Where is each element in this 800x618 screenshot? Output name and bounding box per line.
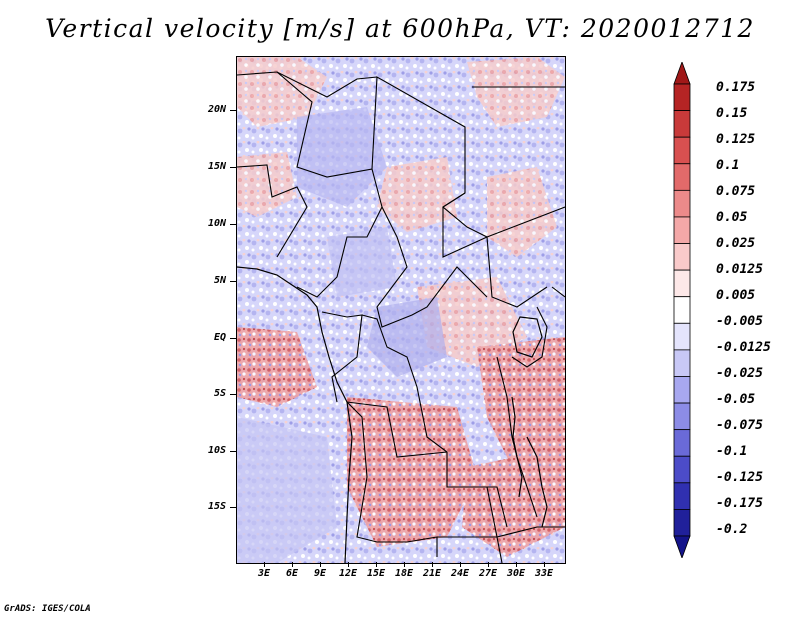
lon-tick — [348, 562, 349, 567]
lon-label-6e: 6E — [285, 568, 299, 579]
lon-label-12e: 12E — [338, 568, 358, 579]
colorbar-bin — [673, 83, 691, 111]
colorbar-bin — [673, 376, 691, 404]
colorbar-label: 0.025 — [716, 236, 756, 251]
colorbar-label: 0.005 — [716, 288, 756, 303]
colorbar-label: 0.125 — [716, 132, 756, 147]
lon-label-3e: 3E — [257, 568, 271, 579]
colorbar-bin — [673, 110, 691, 138]
colorbar-label: -0.2 — [716, 522, 748, 537]
lakes — [511, 316, 548, 528]
country-borders — [237, 71, 565, 563]
colorbar-label: -0.1 — [716, 444, 748, 459]
colorbar-bin — [673, 136, 691, 165]
lat-label-20n: 20N — [207, 104, 226, 115]
lat-tick — [230, 507, 236, 508]
colorbar-label: -0.0125 — [716, 340, 771, 355]
lat-tick — [230, 394, 236, 395]
lon-label-9e: 9E — [313, 568, 327, 579]
lat-label-5n: 5N — [213, 275, 226, 286]
colorbar-label: 0.075 — [716, 184, 756, 199]
lon-label-18e: 18E — [394, 568, 414, 579]
lon-label-21e: 21E — [422, 568, 442, 579]
colorbar-bin — [673, 402, 691, 431]
lon-label-33e: 33E — [534, 568, 554, 579]
colorbar-bin — [673, 62, 691, 85]
colorbar-bin — [673, 243, 691, 271]
lat-label-15s: 15S — [207, 501, 226, 512]
lat-tick — [230, 110, 236, 111]
colorbar-label: -0.05 — [716, 392, 756, 407]
lon-tick — [432, 562, 433, 567]
colorbar-label: 0.1 — [716, 158, 740, 173]
colorbar-bin — [673, 509, 691, 537]
colorbar-label: -0.025 — [716, 366, 763, 381]
colorbar-bin — [673, 349, 691, 377]
map-title: Vertical velocity [m/s] at 600hPa, VT: 2… — [45, 14, 755, 43]
lon-tick — [544, 562, 545, 567]
colorbar-label: 0.05 — [716, 210, 748, 225]
lon-tick — [320, 562, 321, 567]
colorbar-bin — [673, 482, 691, 510]
lon-tick — [488, 562, 489, 567]
colorbar-bin — [673, 322, 691, 351]
colorbar-label: -0.075 — [716, 418, 763, 433]
lat-label-5s: 5S — [213, 388, 226, 399]
negative-anomaly-regions — [237, 107, 447, 563]
colorbar-bin — [673, 269, 691, 298]
coastline — [237, 266, 353, 563]
lat-tick — [230, 167, 236, 168]
lat-label-eq: EQ — [213, 332, 226, 343]
lat-label-10s: 10S — [207, 445, 226, 456]
colorbar-bin — [673, 455, 691, 484]
lon-tick — [404, 562, 405, 567]
lat-label-10n: 10N — [207, 218, 226, 229]
lon-tick — [292, 562, 293, 567]
colorbar-bin — [673, 429, 691, 457]
colorbar-bin — [673, 535, 691, 558]
lon-label-27e: 27E — [478, 568, 498, 579]
lon-tick — [516, 562, 517, 567]
map-area — [236, 56, 566, 564]
lat-tick — [230, 451, 236, 452]
lat-tick — [230, 224, 236, 225]
lon-label-30e: 30E — [506, 568, 526, 579]
colorbar-bin — [673, 189, 691, 218]
colorbar-label: -0.175 — [716, 496, 763, 511]
lon-tick — [264, 562, 265, 567]
lat-tick — [230, 338, 236, 339]
grads-credit: GrADS: IGES/COLA — [4, 604, 91, 614]
lon-label-15e: 15E — [366, 568, 386, 579]
colorbar-label: 0.15 — [716, 106, 748, 121]
vertical-velocity-field — [237, 57, 565, 563]
colorbar-label: -0.125 — [716, 470, 763, 485]
colorbar-bin — [673, 296, 691, 324]
lat-tick — [230, 281, 236, 282]
colorbar-bin — [673, 216, 691, 244]
colorbar-label: -0.005 — [716, 314, 763, 329]
colorbar-label: 0.175 — [716, 80, 756, 95]
lon-label-24e: 24E — [450, 568, 470, 579]
colorbar-label: 0.0125 — [716, 262, 763, 277]
lon-tick — [376, 562, 377, 567]
lat-label-15n: 15N — [207, 161, 226, 172]
colorbar-bin — [673, 163, 691, 191]
lon-tick — [460, 562, 461, 567]
positive-anomaly-regions — [237, 57, 565, 557]
colorbar — [673, 62, 691, 558]
